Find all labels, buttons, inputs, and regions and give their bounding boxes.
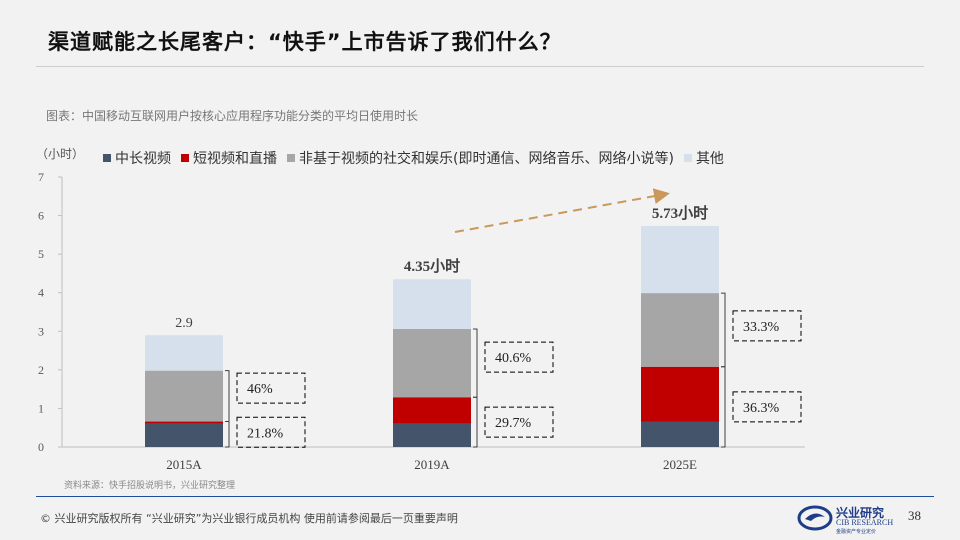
bar-segment xyxy=(145,335,223,371)
bar-segment xyxy=(145,370,223,422)
bar-segment xyxy=(393,423,471,447)
share-annotation-box xyxy=(484,406,554,438)
share-bracket xyxy=(225,370,230,423)
bar-segment xyxy=(641,225,719,294)
page-title: 渠道赋能之长尾客户：“快手”上市告诉了我们什么？ xyxy=(48,30,562,54)
legend-item-mid-long-video: 中长视频 xyxy=(103,148,171,168)
y-tick-label: 3 xyxy=(38,324,44,338)
legend-item-social: 非基于视频的社交和娱乐(即时通信、网络音乐、网络小说等) xyxy=(287,148,674,168)
footer-divider xyxy=(36,496,934,497)
legend-label: 短视频和直播 xyxy=(193,151,277,167)
bar-segment xyxy=(641,366,719,422)
share-bracket xyxy=(225,421,230,448)
bar-segment xyxy=(145,421,223,424)
share-annotation-label: 36.3% xyxy=(743,401,780,416)
logo-text-en: CIB RESEARCH xyxy=(836,518,894,527)
total-label: 5.73小时 xyxy=(652,205,708,222)
legend-item-short-video: 短视频和直播 xyxy=(181,148,277,168)
x-tick-label: 2019A xyxy=(414,457,450,472)
y-tick-label: 0 xyxy=(38,440,44,454)
share-annotation-box xyxy=(236,372,306,404)
legend-label: 中长视频 xyxy=(115,151,171,167)
share-annotation-label: 40.6% xyxy=(495,351,532,366)
legend-item-other: 其他 xyxy=(683,148,724,168)
legend-label: 非基于视频的社交和娱乐(即时通信、网络音乐、网络小说等) xyxy=(299,151,674,167)
x-tick-label: 2015A xyxy=(166,457,202,472)
y-tick-label: 6 xyxy=(38,209,44,223)
chart-legend: 中长视频 短视频和直播 非基于视频的社交和娱乐(即时通信、网络音乐、网络小说等)… xyxy=(103,148,724,168)
legend-swatch xyxy=(103,154,111,162)
legend-swatch xyxy=(287,154,295,162)
share-annotation-label: 29.7% xyxy=(495,416,532,431)
bar-segment xyxy=(393,397,471,424)
legend-label: 其他 xyxy=(695,151,724,167)
y-axis-unit: （小时） xyxy=(36,147,85,161)
share-annotation-box xyxy=(484,341,554,373)
page-number: 38 xyxy=(908,508,921,523)
share-bracket xyxy=(473,328,478,398)
logo-text-sub: 金融资产专业定价 xyxy=(836,529,877,535)
bar-segment xyxy=(641,421,719,447)
bar-segment xyxy=(393,279,471,329)
trend-arrow xyxy=(454,188,670,233)
total-label: 2.9 xyxy=(175,316,193,331)
share-annotation-label: 33.3% xyxy=(743,320,780,335)
chart-caption: 图表：中国移动互联网用户按核心应用程序功能分类的平均日使用时长 xyxy=(46,109,419,123)
bar-segment xyxy=(393,328,471,398)
legend-swatch xyxy=(683,154,692,162)
total-label: 4.35小时 xyxy=(404,258,460,275)
footer-disclaimer: © 兴业研究版权所有 “兴业研究”为兴业银行成员机构 使用前请参阅最后一页重要声… xyxy=(40,512,458,525)
y-tick-label: 7 xyxy=(38,170,44,184)
x-tick-label: 2025E xyxy=(663,457,697,472)
legend-swatch xyxy=(181,154,189,162)
share-annotation-label: 21.8% xyxy=(247,426,284,441)
share-annotation-box xyxy=(236,416,306,448)
cib-logo-icon xyxy=(797,505,833,531)
share-bracket xyxy=(473,396,478,448)
logo-text-cn: 兴业研究 xyxy=(836,506,885,520)
bar-segment xyxy=(641,293,719,367)
y-tick-label: 1 xyxy=(38,401,44,415)
share-annotation-box xyxy=(732,391,802,423)
y-tick-label: 5 xyxy=(38,247,44,261)
share-bracket xyxy=(721,292,726,368)
y-tick-label: 2 xyxy=(38,363,44,377)
source-note: 资料来源：快手招股说明书，兴业研究整理 xyxy=(64,481,236,491)
share-annotation-label: 46% xyxy=(247,382,273,397)
y-tick-label: 4 xyxy=(38,286,44,300)
title-divider xyxy=(36,66,924,67)
share-annotation-box xyxy=(732,310,802,342)
share-bracket xyxy=(721,366,726,448)
bar-segment xyxy=(145,423,223,447)
